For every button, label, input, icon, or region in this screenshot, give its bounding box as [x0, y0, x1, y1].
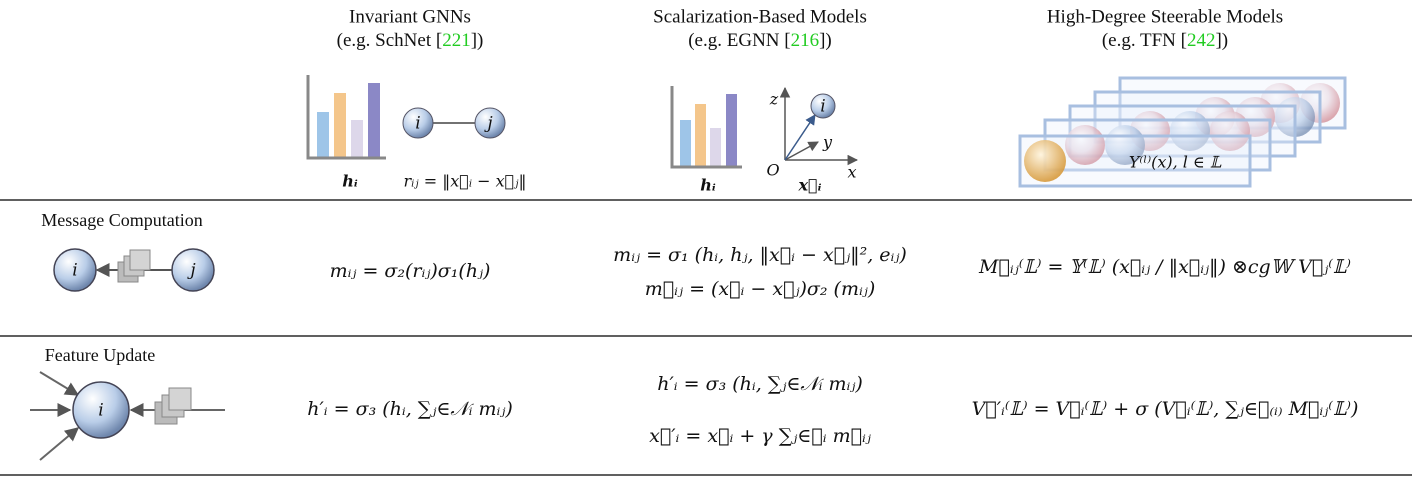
update-icon — [30, 371, 225, 461]
node-label: i — [415, 114, 420, 134]
column-title: Invariant GNNs — [349, 6, 471, 27]
formula: h′ᵢ = σ₃ (hᵢ, ∑ⱼ∈𝒩ᵢ mᵢⱼ) — [657, 373, 863, 395]
example-text: (e.g. TFN [ — [1102, 30, 1187, 51]
formula: x⃗′ᵢ = x⃗ᵢ + γ ∑ⱼ∈𝒩ᵢ m⃗ᵢⱼ — [649, 425, 871, 447]
node — [171, 248, 215, 292]
message-icon — [95, 249, 172, 283]
illustration-label: Y⁽ˡ⁾(x), l ∈ 𝕃 — [1129, 153, 1222, 172]
row-label: Feature Update — [45, 345, 155, 365]
formula: M⃗ᵢⱼ⁽𝕃⁾ = 𝕐⁽𝕃⁾ (x⃗ᵢⱼ / ‖x⃗ᵢⱼ‖) ⊗cg𝕎 V⃗ⱼ⁽… — [978, 256, 1351, 278]
node-label: j — [186, 261, 196, 281]
column-title: High-Degree Steerable Models — [1047, 6, 1283, 27]
column-example: (e.g. TFN [242]) — [1102, 30, 1228, 51]
illustration-label: rᵢⱼ = ‖x⃗ᵢ − x⃗ⱼ‖ — [404, 172, 527, 191]
steerable-features-icon — [1018, 76, 1347, 188]
example-text: ]) — [819, 30, 832, 51]
formula: V⃗′ᵢ⁽𝕃⁾ = V⃗ᵢ⁽𝕃⁾ + σ (V⃗ᵢ⁽𝕃⁾, ∑ⱼ∈𝒩₍ᵢ₎ M⃗… — [972, 398, 1359, 420]
column-example: (e.g. EGNN [216]) — [688, 30, 832, 51]
column-example: (e.g. SchNet [221]) — [337, 30, 484, 51]
node-label: i — [98, 401, 103, 421]
node — [72, 381, 130, 439]
axis-label: y — [822, 133, 833, 152]
node-label: i — [72, 261, 77, 281]
citation[interactable]: 216 — [791, 30, 820, 51]
formula: h′ᵢ = σ₃ (hᵢ, ∑ⱼ∈𝒩ᵢ mᵢⱼ) — [307, 398, 513, 420]
feature-icon — [306, 75, 386, 160]
node — [53, 248, 97, 292]
axis-label: O — [766, 161, 779, 180]
example-text: ]) — [471, 30, 484, 51]
formula: mᵢⱼ = σ₁ (hᵢ, hⱼ, ‖x⃗ᵢ − x⃗ⱼ‖², eᵢⱼ) — [613, 244, 907, 266]
citation[interactable]: 221 — [442, 30, 471, 51]
example-text: (e.g. SchNet [ — [337, 30, 443, 51]
illustration-label: hᵢ — [700, 176, 716, 195]
axis-label: z — [769, 90, 779, 109]
node — [810, 93, 836, 119]
column-title: Scalarization-Based Models — [653, 6, 867, 27]
formula: mᵢⱼ = σ₂(rᵢⱼ)σ₁(hⱼ) — [330, 260, 491, 282]
formula: m⃗ᵢⱼ = (x⃗ᵢ − x⃗ⱼ)σ₂ (mᵢⱼ) — [645, 278, 875, 300]
coordinate-axes — [779, 86, 859, 166]
node-label: j — [483, 114, 493, 134]
node — [474, 107, 506, 139]
citation[interactable]: 242 — [1187, 30, 1216, 51]
example-text: ]) — [1215, 30, 1228, 51]
node — [402, 107, 434, 139]
node-label: i — [820, 97, 825, 117]
example-text: (e.g. EGNN [ — [688, 30, 790, 51]
row-label: Message Computation — [41, 210, 202, 230]
illustration-label: x⃗ᵢ — [798, 176, 822, 195]
feature-icon — [670, 86, 742, 169]
axis-label: x — [847, 163, 856, 182]
illustration-label: hᵢ — [342, 172, 358, 191]
